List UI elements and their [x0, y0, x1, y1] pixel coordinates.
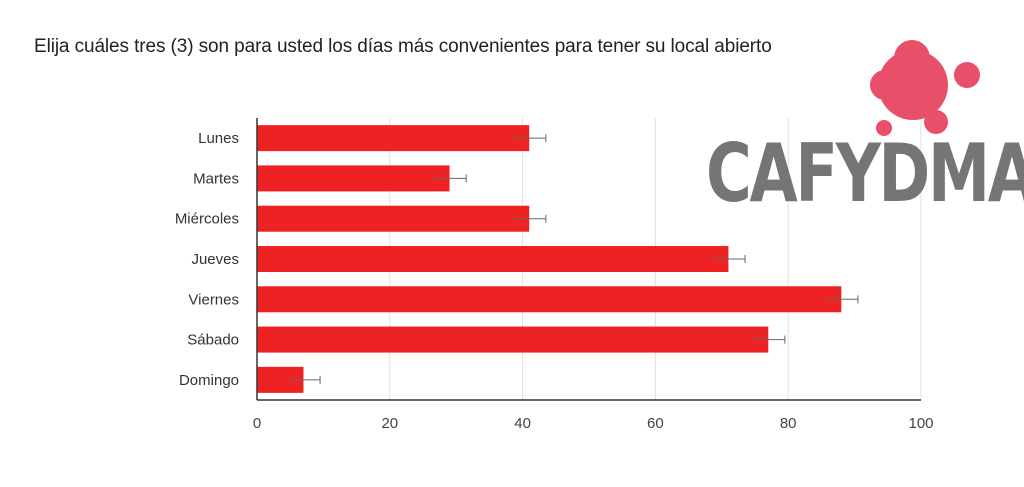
logo-blob-top [894, 40, 930, 76]
cafydma-logo: CAFYDMA [700, 38, 1024, 238]
category-label: Martes [193, 170, 239, 187]
category-label: Lunes [198, 130, 239, 147]
x-tick-label: 100 [908, 415, 933, 432]
logo-blob-left [870, 70, 900, 100]
category-labels: Lunes Martes Miércoles Jueves Viernes Sábado D… [175, 130, 239, 389]
x-tick-label: 20 [381, 415, 398, 432]
category-label: Miércoles [175, 211, 239, 228]
bar-miércoles [257, 205, 530, 232]
category-label: Viernes [188, 291, 239, 308]
logo-blob-right [954, 62, 980, 88]
bars [257, 125, 859, 393]
logo-blob-bottom [924, 110, 948, 134]
x-tick-label: 60 [647, 415, 664, 432]
bar-jueves [257, 246, 729, 272]
axes [256, 118, 921, 401]
x-tick-label: 40 [514, 415, 531, 432]
category-label: Jueves [191, 251, 239, 268]
chart-title: Elija cuáles tres (3) son para usted los… [34, 36, 772, 57]
category-label: Sábado [187, 332, 239, 349]
category-label: Domingo [179, 372, 239, 389]
bar-viernes [257, 286, 842, 313]
x-tick-label: 0 [253, 415, 261, 432]
logo-blob-small [876, 120, 892, 136]
x-tick-label: 80 [780, 415, 797, 432]
bar-martes [257, 165, 450, 192]
bar-sábado [257, 326, 769, 353]
bar-lunes [257, 125, 530, 152]
x-tick-labels: 0 20 40 60 80 100 [253, 415, 934, 432]
logo-text: CAFYDMA [706, 127, 1024, 220]
